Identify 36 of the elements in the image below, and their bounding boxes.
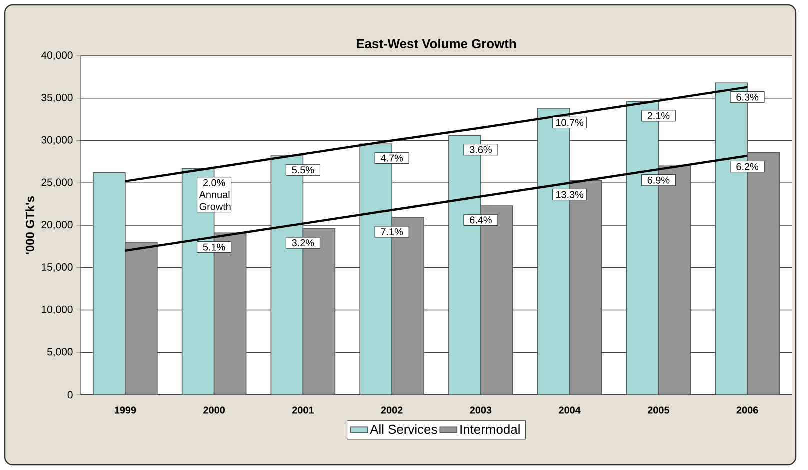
annotation: 3.6% (470, 146, 492, 154)
annotation: 5.5% (292, 166, 314, 174)
y-tick-label: 25,000 (42, 178, 73, 188)
annotation: 6.3% (736, 94, 759, 101)
x-tick-label: 2001 (292, 406, 314, 414)
x-tick-label: 2002 (381, 406, 403, 414)
annotation: 4.7% (380, 154, 404, 162)
x-tick-label: 2000 (204, 406, 225, 414)
y-tick-label: 0 (68, 391, 73, 399)
x-tick-label: 2004 (559, 406, 581, 414)
annotation: 2.1% (648, 112, 670, 120)
x-tick-label: 1999 (114, 406, 136, 414)
legend-label: Intermodal (460, 424, 520, 434)
y-tick-label: 20,000 (42, 221, 73, 230)
x-tick-label: 2006 (736, 406, 758, 414)
y-tick-label: 35,000 (42, 94, 73, 103)
annotation: 6.4% (470, 216, 492, 224)
y-tick-label: 15,000 (42, 264, 73, 272)
y-tick-label: 40,000 (41, 52, 73, 60)
legend-label: All Services (370, 424, 438, 434)
y-tick-label: 30,000 (42, 136, 73, 146)
annotation: 6.9% (648, 176, 670, 184)
x-tick-label: 2003 (470, 406, 492, 414)
annotation: 7.1% (381, 228, 404, 236)
annotation: 2.0% Annual Growth (199, 179, 231, 210)
y-tick-label: 5,000 (47, 348, 73, 357)
x-tick-label: 2005 (648, 406, 670, 414)
chart-title: East-West Volume Growth (357, 38, 516, 48)
y-tick-label: 10,000 (42, 306, 73, 315)
annotation: 6.2% (736, 163, 759, 170)
y-axis-title: '000 GTk's (26, 196, 34, 254)
annotation: 5.1% (203, 244, 226, 251)
annotation: 3.2% (292, 240, 314, 247)
bar (93, 172, 126, 395)
annotation: 10.7% (556, 119, 584, 126)
annotation: 13.3% (556, 191, 584, 198)
